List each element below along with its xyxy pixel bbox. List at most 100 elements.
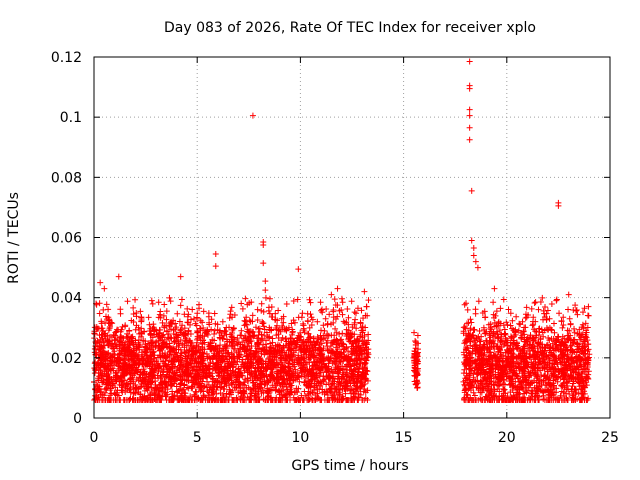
data-point <box>464 306 471 313</box>
data-point <box>307 299 314 306</box>
data-point <box>318 327 325 334</box>
data-point <box>178 296 185 303</box>
data-point <box>111 359 118 366</box>
data-point <box>260 308 267 315</box>
data-point <box>194 339 201 346</box>
data-point <box>310 358 317 365</box>
data-point <box>332 316 339 323</box>
data-point <box>117 306 124 313</box>
data-point <box>532 299 539 306</box>
data-point <box>585 312 592 319</box>
data-point <box>188 383 195 390</box>
data-point <box>179 376 186 383</box>
data-point <box>548 301 555 307</box>
data-point <box>324 367 331 374</box>
data-point <box>268 304 275 311</box>
data-point <box>192 355 199 362</box>
data-point <box>535 306 542 313</box>
data-point <box>528 305 535 312</box>
data-point <box>463 300 470 307</box>
data-point <box>166 340 173 347</box>
data-point <box>161 301 168 308</box>
data-point <box>239 356 246 363</box>
data-point <box>189 357 196 364</box>
data-point <box>365 331 372 338</box>
data-point <box>174 310 181 317</box>
data-point <box>222 328 229 335</box>
data-point <box>185 311 192 318</box>
data-point <box>365 297 372 304</box>
data-point <box>497 305 504 312</box>
data-point <box>200 308 207 315</box>
data-point <box>351 309 358 316</box>
data-point <box>303 366 310 373</box>
data-point <box>326 311 333 318</box>
data-point <box>269 335 276 342</box>
data-point <box>298 314 305 321</box>
data-point <box>266 295 273 302</box>
data-point <box>314 318 321 325</box>
data-point <box>337 359 344 366</box>
data-point <box>294 296 301 303</box>
data-point <box>350 367 357 374</box>
data-point <box>217 335 224 342</box>
data-point <box>194 310 201 317</box>
data-point <box>490 299 497 306</box>
data-point <box>334 376 341 383</box>
data-point <box>338 295 345 302</box>
data-point <box>363 303 370 310</box>
data-point <box>334 302 341 309</box>
data-point <box>461 301 468 308</box>
data-point <box>268 314 275 321</box>
data-point <box>206 366 213 373</box>
data-point <box>258 300 265 307</box>
data-point <box>181 325 188 332</box>
data-point <box>304 310 311 317</box>
data-point <box>550 320 557 327</box>
data-point <box>574 311 581 318</box>
data-point <box>339 299 346 306</box>
data-point <box>215 372 222 379</box>
data-point <box>566 315 573 322</box>
data-point <box>110 350 117 357</box>
data-point <box>190 315 197 322</box>
data-point <box>493 308 500 315</box>
data-point <box>282 335 289 342</box>
data-points <box>91 58 593 403</box>
data-point <box>159 340 166 347</box>
data-point <box>339 330 346 337</box>
data-point <box>105 342 112 349</box>
data-point <box>166 294 173 301</box>
data-point <box>280 319 287 326</box>
data-point <box>208 316 215 323</box>
data-point <box>283 327 290 334</box>
data-point <box>537 298 544 305</box>
data-point <box>249 312 256 319</box>
data-point <box>195 301 202 308</box>
data-point <box>362 324 369 331</box>
data-point <box>245 329 252 336</box>
data-point <box>342 390 349 397</box>
data-point <box>133 376 140 383</box>
data-point <box>308 314 315 321</box>
data-point <box>245 352 252 359</box>
data-point <box>93 301 100 308</box>
data-point <box>257 376 264 383</box>
data-point <box>169 388 176 395</box>
data-point <box>290 297 297 304</box>
data-point <box>500 296 507 303</box>
data-point <box>333 329 340 336</box>
data-point <box>180 331 187 338</box>
data-point <box>241 322 248 329</box>
data-point <box>340 318 347 325</box>
data-point <box>133 310 140 317</box>
data-point <box>211 337 218 344</box>
data-point <box>291 319 298 326</box>
data-point <box>283 301 290 307</box>
data-point <box>502 330 509 337</box>
data-point <box>112 384 119 391</box>
data-point <box>258 367 265 374</box>
data-point <box>91 370 98 377</box>
data-point <box>531 299 538 306</box>
data-point <box>123 333 130 340</box>
